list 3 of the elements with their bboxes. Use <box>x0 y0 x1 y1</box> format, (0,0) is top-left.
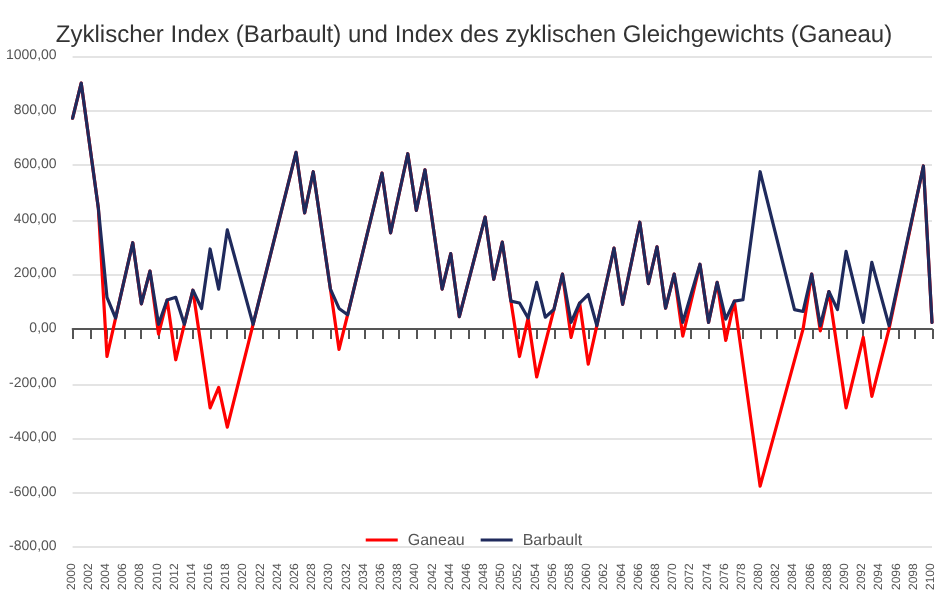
legend-label: Ganeau <box>407 531 465 549</box>
chart-title: Zyklischer Index (Barbault) und Index des zyklischen Gleichgewichts (Ganeau) <box>55 20 893 48</box>
legend-label: Barbault <box>522 531 584 549</box>
